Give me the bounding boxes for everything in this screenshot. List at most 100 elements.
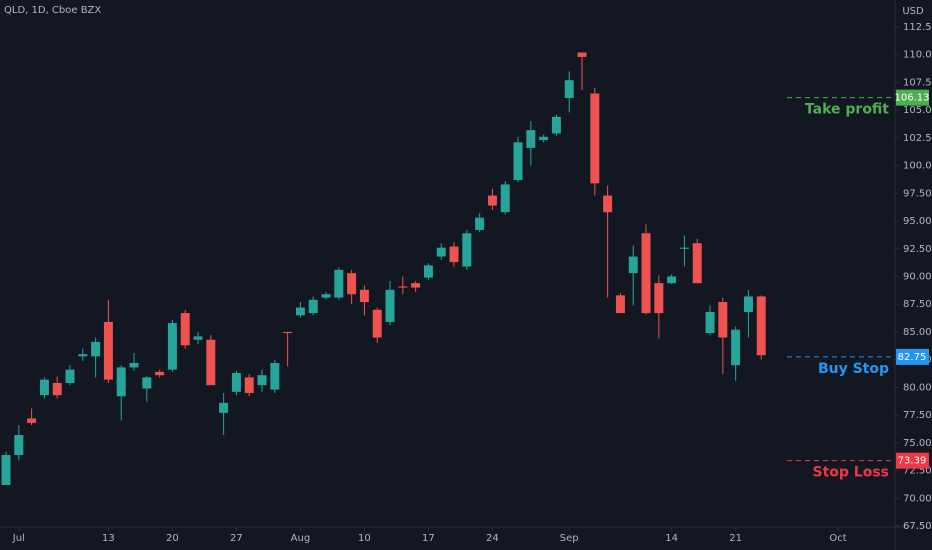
y-tick-label: 72.50 [903,466,932,477]
x-tick-label: Jul [12,533,25,544]
candle-body [475,217,485,230]
x-tick-label: 14 [665,533,678,544]
candle-body [692,243,702,284]
y-tick-label: 97.50 [903,188,932,199]
candle-body [283,331,293,334]
price-tag-label: 82.75 [898,352,927,363]
candle-body [423,265,433,278]
candle-body [731,329,741,366]
candle-body [129,362,139,368]
candle-body [39,379,49,396]
price-tag-label: 106.13 [895,93,930,104]
y-tick-label: 102.50 [903,133,932,144]
candle-body [667,276,677,284]
candle-body [564,80,574,98]
candle-body [78,354,88,357]
candle-body [551,116,561,134]
candle-body [756,296,766,356]
candle-body [347,273,357,295]
y-tick-label: 67.50 [903,521,932,532]
x-tick-label: 24 [486,533,499,544]
currency: USD [902,6,924,17]
candle-body [308,299,318,314]
y-tick-label: 77.50 [903,410,932,421]
x-tick-label: 27 [230,533,243,544]
candle-body [155,371,165,376]
y-tick-label: 80.00 [903,382,932,393]
candle-body [487,195,497,206]
candle-body [743,296,753,312]
chart-title: QLD, 1D, Cboe BZX [4,5,101,16]
candle-body [257,375,267,386]
x-tick-label: 17 [422,533,435,544]
y-tick-label: 105.00 [903,105,932,116]
candle-body [116,367,126,397]
candle-body [449,246,459,263]
candle-body [219,402,229,413]
y-tick-label: 70.00 [903,493,932,504]
candle-body [180,313,190,346]
y-tick-label: 92.50 [903,244,932,255]
candle-body [679,247,689,249]
candle-body [167,323,177,370]
y-tick-label: 75.00 [903,438,932,449]
candle-body [270,362,280,390]
candle-body [590,93,600,184]
price-tag [896,348,929,365]
candle-body [321,294,331,298]
candle-body [52,382,62,396]
candle-body [27,418,37,423]
candle-body [436,247,446,257]
y-tick-label: 112.50 [903,22,932,33]
candle-body [411,283,421,288]
candle-body [615,295,625,314]
candle-body [206,339,216,386]
x-tick-label: 13 [102,533,115,544]
candle-body [539,136,549,141]
candle-body [193,336,203,340]
candle-body [103,321,113,380]
candle-body [231,372,241,392]
price-tag [896,89,929,106]
price-tag-label: 73.39 [898,456,927,467]
y-tick-label: 95.00 [903,216,932,227]
candle-body [628,256,638,274]
candle-body [244,377,254,393]
x-tick-label: Aug [291,533,311,544]
candle-body [654,283,664,314]
candle-body [65,369,75,383]
y-tick-label: 110.00 [903,50,932,61]
y-tick-label: 107.50 [903,77,932,88]
candle-body [718,302,728,338]
price-tag [896,452,929,469]
candle-body [500,184,510,213]
y-tick-label: 90.00 [903,272,932,283]
y-tick-label: 87.50 [903,299,932,310]
y-tick-label: 100.00 [903,161,932,172]
x-tick-label: Sep [560,533,579,544]
candle-body [641,233,651,314]
candle-body [603,195,613,213]
candle-body [705,311,715,334]
candle-body [526,130,536,148]
candle-body [334,269,344,298]
y-tick-label: 85.00 [903,327,932,338]
candle-body [1,455,11,485]
candle-body [398,286,408,288]
candle-body [372,309,382,338]
x-tick-label: 21 [729,533,742,544]
x-tick-label: Oct [829,533,846,544]
candle-body [14,435,24,456]
candle-body [513,142,523,181]
x-tick-label: 10 [358,533,371,544]
x-tick-label: 20 [166,533,179,544]
candle-body [462,233,472,267]
level-label: Buy Stop [818,361,889,377]
candle-body [295,307,305,316]
candle-body [359,289,369,303]
candle-body [577,52,587,57]
level-label: Stop Loss [813,465,890,481]
level-label: Take profit [805,102,889,118]
